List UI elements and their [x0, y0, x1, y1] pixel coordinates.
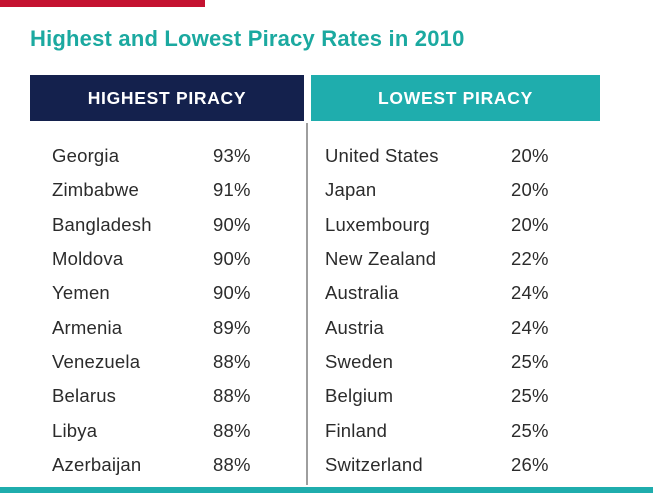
country-name: Armenia	[52, 316, 123, 338]
country-name: Sweden	[325, 350, 394, 372]
piracy-rate: 88%	[213, 453, 251, 475]
piracy-rate: 24%	[511, 282, 549, 304]
country-name: Zimbabwe	[52, 179, 139, 201]
table-row: Belarus 88%	[52, 379, 297, 413]
piracy-rate: 24%	[511, 316, 549, 338]
country-name: Azerbaijan	[52, 453, 142, 475]
piracy-rate: 25%	[511, 350, 549, 372]
table-row: Georgia 93%	[52, 139, 297, 173]
column-header-lowest-piracy: LOWEST PIRACY	[311, 75, 600, 121]
country-name: Bangladesh	[52, 213, 152, 235]
country-name: Luxembourg	[325, 213, 430, 235]
table-row: Azerbaijan 88%	[52, 448, 297, 482]
table-row: Armenia 89%	[52, 310, 297, 344]
piracy-rate: 90%	[213, 213, 251, 235]
column-header-highest-piracy: HIGHEST PIRACY	[30, 75, 304, 121]
table-row: Zimbabwe 91%	[52, 173, 297, 207]
piracy-rate: 20%	[511, 145, 549, 167]
piracy-rate: 25%	[511, 419, 549, 441]
table-row: Japan 20%	[325, 173, 585, 207]
country-name: New Zealand	[325, 248, 437, 270]
piracy-rate: 22%	[511, 248, 549, 270]
table-row: Bangladesh 90%	[52, 208, 297, 242]
column-divider	[306, 123, 308, 485]
page-title: Highest and Lowest Piracy Rates in 2010	[30, 26, 465, 51]
piracy-rate: 88%	[213, 350, 251, 372]
table-row: Switzerland 26%	[325, 448, 585, 482]
piracy-rate: 20%	[511, 213, 549, 235]
table-row: United States 20%	[325, 139, 585, 173]
table-row: Belgium 25%	[325, 379, 585, 413]
table-row: Libya 88%	[52, 413, 297, 447]
piracy-rate: 88%	[213, 385, 251, 407]
bottom-accent-bar	[0, 487, 653, 493]
country-name: Belgium	[325, 385, 394, 407]
piracy-rate: 91%	[213, 179, 251, 201]
table-row: Luxembourg 20%	[325, 208, 585, 242]
country-name: Moldova	[52, 248, 124, 270]
piracy-rate: 93%	[213, 145, 251, 167]
table-row: Sweden 25%	[325, 345, 585, 379]
piracy-rate: 89%	[213, 316, 251, 338]
piracy-rate: 20%	[511, 179, 549, 201]
lowest-piracy-list: United States 20% Japan 20% Luxembourg 2…	[325, 139, 585, 482]
country-name: Finland	[325, 419, 388, 441]
table-row: Finland 25%	[325, 413, 585, 447]
country-name: Japan	[325, 179, 377, 201]
table-row: New Zealand 22%	[325, 242, 585, 276]
table-row: Venezuela 88%	[52, 345, 297, 379]
country-name: Venezuela	[52, 350, 141, 372]
country-name: United States	[325, 145, 439, 167]
country-name: Belarus	[52, 385, 117, 407]
country-name: Austria	[325, 316, 384, 338]
table-row: Austria 24%	[325, 310, 585, 344]
piracy-rate: 25%	[511, 385, 549, 407]
country-name: Switzerland	[325, 453, 423, 475]
piracy-rate: 90%	[213, 248, 251, 270]
country-name: Australia	[325, 282, 399, 304]
table-row: Moldova 90%	[52, 242, 297, 276]
country-name: Libya	[52, 419, 98, 441]
piracy-rate: 90%	[213, 282, 251, 304]
country-name: Yemen	[52, 282, 110, 304]
piracy-rate: 26%	[511, 453, 549, 475]
top-accent-bar	[0, 0, 205, 7]
table-row: Yemen 90%	[52, 276, 297, 310]
piracy-rate: 88%	[213, 419, 251, 441]
table-row: Australia 24%	[325, 276, 585, 310]
highest-piracy-list: Georgia 93% Zimbabwe 91% Bangladesh 90% …	[52, 139, 297, 482]
country-name: Georgia	[52, 145, 120, 167]
